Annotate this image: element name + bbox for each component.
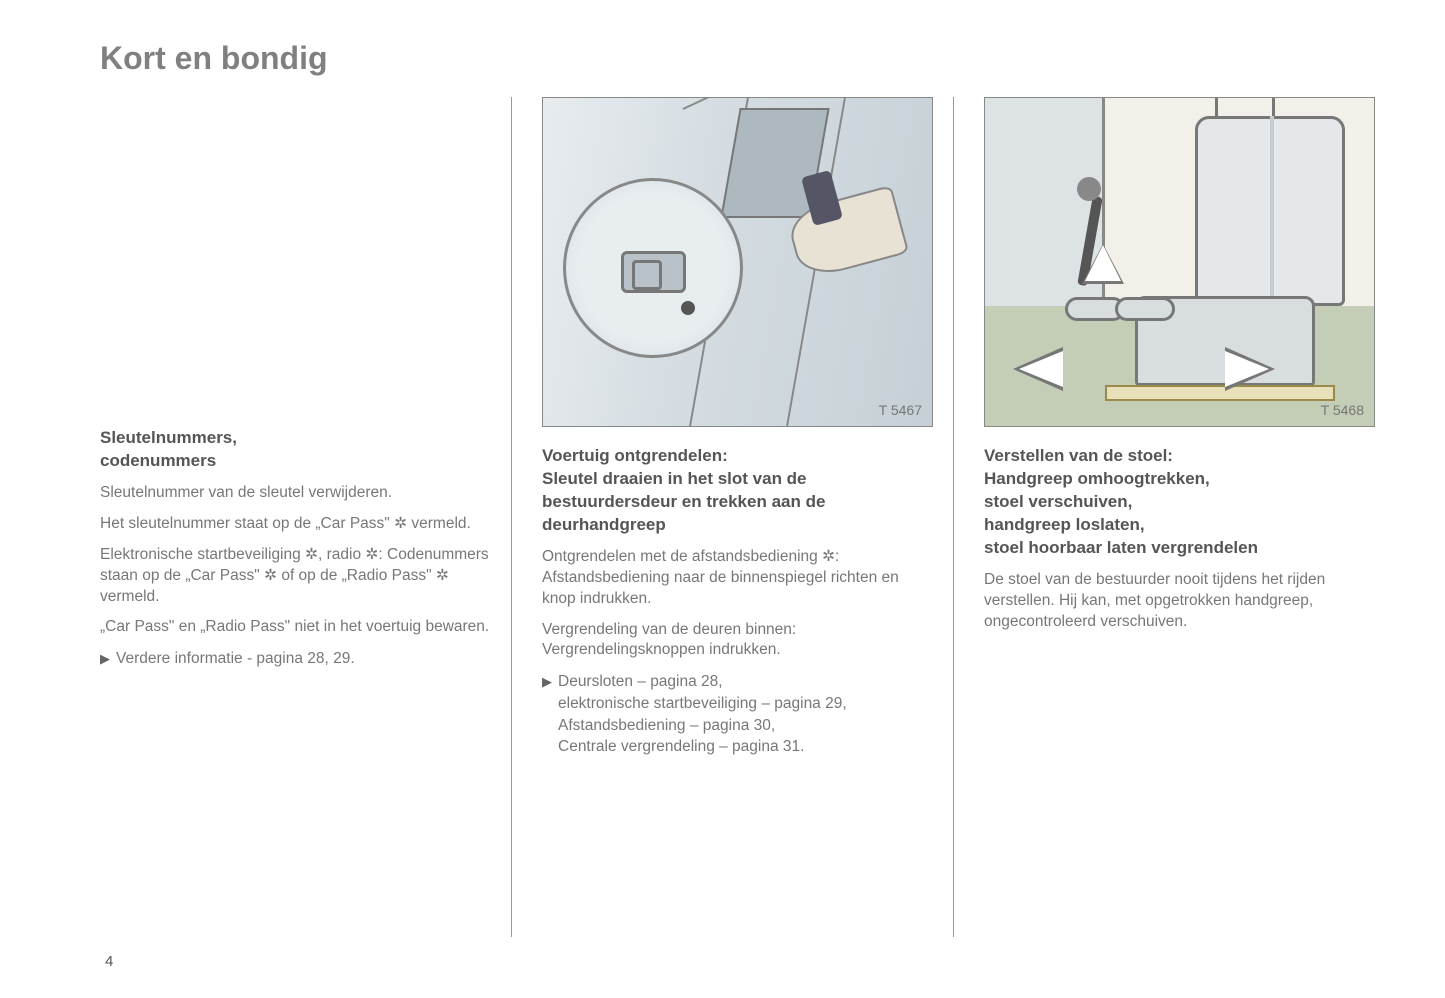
column-3: T 5468 Verstellen van de stoel: Handgree…	[984, 97, 1375, 937]
col1-p1: Sleutelnummer van de sleutel verwijderen…	[100, 483, 491, 504]
page-number: 4	[105, 953, 113, 970]
figure-label-1: T 5467	[879, 402, 922, 418]
col1-figure-placeholder	[100, 97, 491, 427]
figure-seat-adjust: T 5468	[984, 97, 1375, 427]
column-1: Sleutelnummers, codenummers Sleutelnumme…	[100, 97, 512, 937]
triangle-bullet-icon: ▶	[542, 673, 552, 691]
column-2: T 5467 Voertuig ontgrendelen: Sleutel dr…	[542, 97, 954, 937]
col1-p2: Het sleutelnummer staat op de „Car Pass"…	[100, 514, 491, 535]
col3-p1: De stoel van de bestuurder nooit tijdens…	[984, 570, 1375, 633]
col2-bullet-text: Deursloten – pagina 28, elektronische st…	[558, 671, 933, 758]
col1-p4: „Car Pass" en „Radio Pass" niet in het v…	[100, 617, 491, 638]
triangle-bullet-icon: ▶	[100, 650, 110, 668]
col2-p2: Vergrendeling van de deuren binnen: Verg…	[542, 620, 933, 662]
page-title: Kort en bondig	[100, 40, 1375, 77]
figure-label-2: T 5468	[1321, 402, 1364, 418]
content-columns: Sleutelnummers, codenummers Sleutelnumme…	[100, 97, 1375, 937]
col1-heading: Sleutelnummers, codenummers	[100, 427, 491, 473]
col2-heading: Voertuig ontgrendelen: Sleutel draaien i…	[542, 445, 933, 537]
col1-bullet: ▶ Verdere informatie - pagina 28, 29.	[100, 648, 491, 670]
col1-bullet-text: Verdere informatie - pagina 28, 29.	[116, 648, 491, 670]
col1-p3: Elektronische startbeveiliging ✲, radio …	[100, 545, 491, 608]
figure-door-unlock: T 5467	[542, 97, 933, 427]
col2-bullet: ▶ Deursloten – pagina 28, elektronische …	[542, 671, 933, 758]
col3-heading: Verstellen van de stoel: Handgreep omhoo…	[984, 445, 1375, 560]
col2-p1: Ontgrendelen met de afstandsbediening ✲:…	[542, 547, 933, 610]
